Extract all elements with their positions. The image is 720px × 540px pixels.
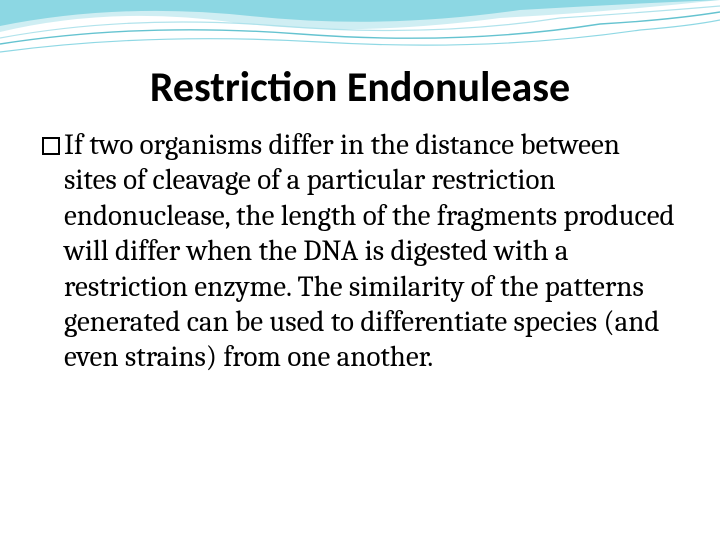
slide-body-text: If two organisms differ in the distance … xyxy=(64,128,678,376)
bullet-item: If two organisms differ in the distance … xyxy=(42,128,678,376)
wave-decoration xyxy=(0,0,720,70)
bullet-square-icon xyxy=(42,137,60,155)
slide-title: Restriction Endonulease xyxy=(0,62,720,113)
body-container: If two organisms differ in the distance … xyxy=(42,128,678,376)
slide: Restriction Endonulease If two organisms… xyxy=(0,0,720,540)
